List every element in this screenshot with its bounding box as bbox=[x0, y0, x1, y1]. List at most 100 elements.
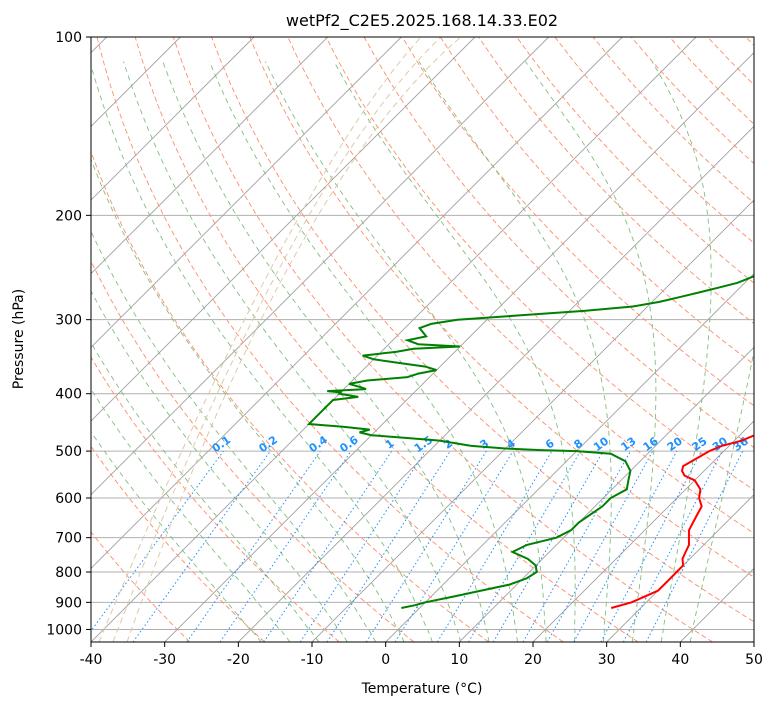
isotherm-line bbox=[385, 273, 754, 642]
mixing-ratio-line bbox=[263, 450, 393, 642]
moist-adiabat-line bbox=[91, 388, 291, 642]
mixing-ratio-label: 1.5 bbox=[412, 433, 435, 455]
dry-adiabat-line bbox=[440, 37, 754, 365]
isotherm-line bbox=[91, 37, 255, 201]
dry-adiabat-line bbox=[707, 37, 754, 86]
dry-adiabat-line bbox=[91, 445, 265, 642]
y-tick-label: 700 bbox=[55, 531, 82, 547]
dry-adiabat-label: 10 bbox=[752, 494, 772, 514]
dry-adiabat-line bbox=[211, 37, 754, 623]
moist-adiabat-line bbox=[91, 290, 348, 642]
x-tick-label: 20 bbox=[524, 652, 542, 668]
moist-adiabat-line bbox=[91, 230, 377, 642]
isotherm-line bbox=[459, 346, 754, 642]
mixing-ratio-line bbox=[299, 450, 426, 642]
isotherm-line bbox=[606, 494, 754, 642]
mixing-ratio-line bbox=[492, 450, 604, 642]
moist-adiabat-line bbox=[651, 61, 712, 642]
mixing-ratio-label: 0.1 bbox=[210, 433, 233, 455]
isotherm-line bbox=[91, 37, 181, 127]
y-tick-label: 800 bbox=[55, 565, 82, 581]
y-tick-label: 500 bbox=[55, 444, 82, 460]
dry-adiabat-line bbox=[401, 37, 754, 407]
dry-adiabat-line bbox=[630, 37, 754, 165]
isotherm-line bbox=[680, 567, 754, 642]
moist-adiabat-line bbox=[91, 158, 405, 642]
mixing-ratio-line bbox=[132, 450, 271, 642]
x-tick-label: -30 bbox=[153, 652, 176, 668]
x-tick-label: 0 bbox=[381, 652, 390, 668]
dry-adiabat-line bbox=[91, 259, 415, 642]
isotherm-line bbox=[91, 37, 549, 496]
dry-adiabat-line bbox=[172, 37, 713, 642]
y-tick-label: 600 bbox=[55, 491, 82, 507]
mixing-ratio-labels: 0.1 0.2 0.4 0.6 1 1.5 2 3 4 6 8 10 13 16 20 25 30 36 bbox=[210, 433, 751, 455]
dry-adiabat-line bbox=[478, 37, 754, 325]
plot-frame bbox=[90, 36, 755, 643]
x-tick-label: 10 bbox=[450, 652, 468, 668]
moist-adiabat-line bbox=[333, 61, 576, 642]
dry-adiabat-line bbox=[91, 531, 191, 642]
guide-arc-line bbox=[126, 37, 462, 642]
dry-adiabat-line bbox=[96, 37, 564, 642]
temperature-trace bbox=[610, 434, 754, 609]
y-axis-label: Pressure (hPa) bbox=[11, 289, 27, 389]
mixing-ratio-label: 0.4 bbox=[307, 433, 331, 455]
moist-adiabat-line bbox=[91, 63, 433, 642]
dry-adiabat-line bbox=[363, 37, 754, 449]
y-tick-label: 400 bbox=[55, 387, 82, 403]
plot-area: 0.10.20.40.611.5234681013162025303610203… bbox=[91, 37, 772, 642]
moist-adiabat-line bbox=[162, 61, 490, 642]
x-tick-label: 50 bbox=[745, 652, 763, 668]
moist-adiabat-line bbox=[123, 61, 462, 642]
isotherm-line bbox=[311, 199, 754, 642]
dewpoint-trace bbox=[306, 275, 754, 609]
moist-adiabat-line bbox=[264, 61, 547, 642]
mixing-ratio-line bbox=[326, 450, 451, 642]
dry-adiabat-line bbox=[91, 356, 340, 642]
guide-arc-line bbox=[112, 37, 442, 642]
moist-adiabat-line bbox=[525, 61, 657, 642]
mixing-ratio-line bbox=[436, 450, 553, 642]
mixing-ratio-label: 3 bbox=[478, 437, 492, 452]
mixing-ratio-line bbox=[365, 450, 487, 642]
mixing-ratio-line bbox=[468, 450, 581, 642]
mixing-ratio-label: 0.6 bbox=[337, 433, 361, 455]
mixing-ratio-line bbox=[219, 450, 352, 642]
x-axis-label: Temperature (°C) bbox=[361, 681, 483, 697]
mixing-ratio-line bbox=[622, 450, 723, 642]
isotherm-line bbox=[91, 37, 476, 422]
moist-adiabat-line bbox=[689, 349, 754, 642]
axes: -40 -30 -20 -10 0 10 20 30 40 50 100 200 300 400 500 60… bbox=[46, 30, 763, 668]
y-tick-label: 100 bbox=[55, 30, 82, 46]
dry-adiabat-line bbox=[745, 37, 754, 47]
y-tick-label: 900 bbox=[55, 595, 82, 611]
isotherm-line bbox=[91, 37, 697, 642]
x-tick-label: -10 bbox=[301, 652, 324, 668]
dry-adiabat-line bbox=[554, 37, 754, 244]
mixing-ratio-label: 1 bbox=[383, 437, 397, 452]
mixing-ratio-label: 0.2 bbox=[257, 433, 280, 455]
mixing-ratio-line bbox=[546, 450, 654, 642]
x-tick-label: 30 bbox=[598, 652, 616, 668]
y-tick-label: 300 bbox=[55, 313, 82, 329]
x-tick-label: 40 bbox=[671, 652, 689, 668]
isotherm-line bbox=[532, 420, 754, 642]
dry-adiabat-line bbox=[592, 37, 754, 204]
y-tick-label: 200 bbox=[55, 208, 82, 224]
moist-adiabat-line bbox=[418, 61, 612, 642]
moist-adiabat-line bbox=[91, 430, 262, 642]
mixing-ratio-line bbox=[394, 450, 514, 642]
y-tick-label: 1000 bbox=[46, 622, 82, 638]
x-tick-label: -20 bbox=[227, 652, 250, 668]
dry-adiabat-line bbox=[325, 37, 754, 491]
dry-adiabat-line bbox=[516, 37, 754, 284]
guide-arc-line bbox=[98, 37, 422, 642]
x-tick-label: -40 bbox=[80, 652, 103, 668]
isotherm-line bbox=[91, 37, 328, 275]
chart-title: wetPf2_C2E5.2025.168.14.33.E02 bbox=[286, 11, 558, 31]
isotherm-line bbox=[91, 37, 402, 348]
mixing-ratio-label: 2 bbox=[441, 437, 455, 452]
